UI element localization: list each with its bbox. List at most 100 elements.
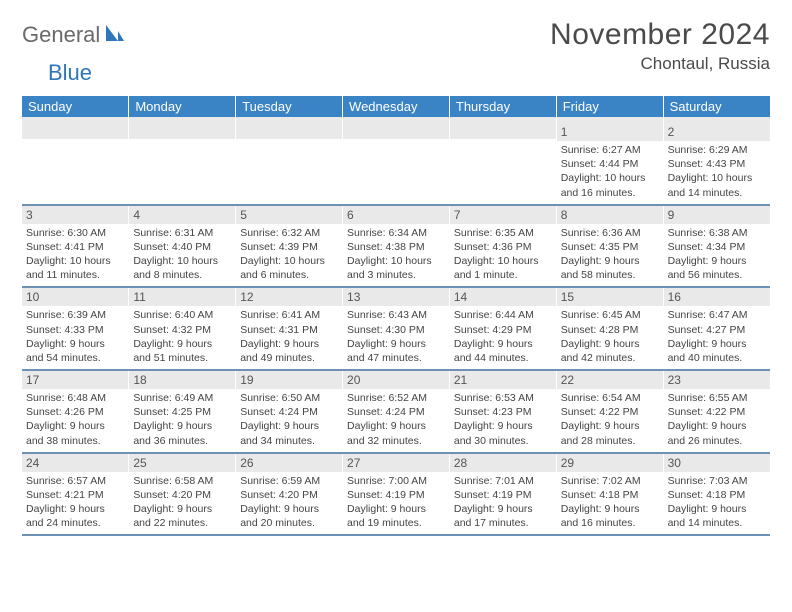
day-body: Sunrise: 6:45 AMSunset: 4:28 PMDaylight:… — [557, 306, 663, 369]
daylight-text: Daylight: 9 hours and 49 minutes. — [240, 337, 338, 365]
weekday-header: Wednesday — [343, 96, 450, 117]
day-number — [129, 123, 235, 139]
day-number: 27 — [343, 454, 449, 472]
daylight-text: Daylight: 9 hours and 16 minutes. — [561, 502, 659, 530]
sunrise-text: Sunrise: 6:29 AM — [668, 143, 766, 157]
sunrise-text: Sunrise: 6:53 AM — [454, 391, 552, 405]
daylight-text: Daylight: 9 hours and 24 minutes. — [26, 502, 124, 530]
day-body: Sunrise: 6:41 AMSunset: 4:31 PMDaylight:… — [236, 306, 342, 369]
day-body: Sunrise: 6:32 AMSunset: 4:39 PMDaylight:… — [236, 224, 342, 287]
calendar-cell: 9Sunrise: 6:38 AMSunset: 4:34 PMDaylight… — [663, 205, 770, 288]
day-number: 15 — [557, 288, 663, 306]
brand-logo: General — [22, 18, 128, 48]
day-number: 18 — [129, 371, 235, 389]
sunset-text: Sunset: 4:24 PM — [240, 405, 338, 419]
day-body — [450, 139, 556, 197]
day-number: 10 — [22, 288, 128, 306]
sunset-text: Sunset: 4:41 PM — [26, 240, 124, 254]
day-number — [343, 123, 449, 139]
daylight-text: Daylight: 9 hours and 22 minutes. — [133, 502, 231, 530]
sunset-text: Sunset: 4:33 PM — [26, 323, 124, 337]
weekday-header: Friday — [556, 96, 663, 117]
daylight-text: Daylight: 10 hours and 6 minutes. — [240, 254, 338, 282]
sunset-text: Sunset: 4:43 PM — [668, 157, 766, 171]
location: Chontaul, Russia — [550, 54, 770, 74]
weekday-header: Monday — [129, 96, 236, 117]
sunrise-text: Sunrise: 6:58 AM — [133, 474, 231, 488]
calendar-week-row: 10Sunrise: 6:39 AMSunset: 4:33 PMDayligh… — [22, 287, 770, 370]
sunrise-text: Sunrise: 6:32 AM — [240, 226, 338, 240]
day-body — [129, 139, 235, 197]
day-number: 29 — [557, 454, 663, 472]
sunset-text: Sunset: 4:23 PM — [454, 405, 552, 419]
day-body: Sunrise: 6:48 AMSunset: 4:26 PMDaylight:… — [22, 389, 128, 452]
sunset-text: Sunset: 4:18 PM — [561, 488, 659, 502]
calendar-cell: 11Sunrise: 6:40 AMSunset: 4:32 PMDayligh… — [129, 287, 236, 370]
sunset-text: Sunset: 4:40 PM — [133, 240, 231, 254]
sunrise-text: Sunrise: 6:27 AM — [561, 143, 659, 157]
sunrise-text: Sunrise: 6:38 AM — [668, 226, 766, 240]
sunset-text: Sunset: 4:26 PM — [26, 405, 124, 419]
daylight-text: Daylight: 9 hours and 34 minutes. — [240, 419, 338, 447]
weekday-header: Sunday — [22, 96, 129, 117]
day-body: Sunrise: 6:59 AMSunset: 4:20 PMDaylight:… — [236, 472, 342, 535]
weekday-header: Thursday — [449, 96, 556, 117]
sunset-text: Sunset: 4:35 PM — [561, 240, 659, 254]
day-body — [236, 139, 342, 197]
brand-word1: General — [22, 22, 100, 48]
calendar-cell: 17Sunrise: 6:48 AMSunset: 4:26 PMDayligh… — [22, 370, 129, 453]
day-body: Sunrise: 7:02 AMSunset: 4:18 PMDaylight:… — [557, 472, 663, 535]
sunrise-text: Sunrise: 6:41 AM — [240, 308, 338, 322]
day-number: 3 — [22, 206, 128, 224]
daylight-text: Daylight: 10 hours and 16 minutes. — [561, 171, 659, 199]
day-body: Sunrise: 7:03 AMSunset: 4:18 PMDaylight:… — [664, 472, 770, 535]
calendar-cell: 18Sunrise: 6:49 AMSunset: 4:25 PMDayligh… — [129, 370, 236, 453]
day-body: Sunrise: 6:40 AMSunset: 4:32 PMDaylight:… — [129, 306, 235, 369]
daylight-text: Daylight: 10 hours and 1 minute. — [454, 254, 552, 282]
daylight-text: Daylight: 9 hours and 54 minutes. — [26, 337, 124, 365]
calendar-cell — [22, 123, 129, 205]
day-body: Sunrise: 6:35 AMSunset: 4:36 PMDaylight:… — [450, 224, 556, 287]
daylight-text: Daylight: 9 hours and 28 minutes. — [561, 419, 659, 447]
sunrise-text: Sunrise: 6:45 AM — [561, 308, 659, 322]
sunrise-text: Sunrise: 6:47 AM — [668, 308, 766, 322]
calendar-cell: 27Sunrise: 7:00 AMSunset: 4:19 PMDayligh… — [343, 453, 450, 536]
day-number: 20 — [343, 371, 449, 389]
day-number: 13 — [343, 288, 449, 306]
calendar-week-row: 17Sunrise: 6:48 AMSunset: 4:26 PMDayligh… — [22, 370, 770, 453]
day-number: 7 — [450, 206, 556, 224]
calendar-cell: 21Sunrise: 6:53 AMSunset: 4:23 PMDayligh… — [449, 370, 556, 453]
sunset-text: Sunset: 4:19 PM — [454, 488, 552, 502]
sunset-text: Sunset: 4:22 PM — [561, 405, 659, 419]
daylight-text: Daylight: 10 hours and 14 minutes. — [668, 171, 766, 199]
sunset-text: Sunset: 4:19 PM — [347, 488, 445, 502]
sunrise-text: Sunrise: 6:57 AM — [26, 474, 124, 488]
day-body: Sunrise: 6:57 AMSunset: 4:21 PMDaylight:… — [22, 472, 128, 535]
sunrise-text: Sunrise: 6:34 AM — [347, 226, 445, 240]
sunset-text: Sunset: 4:36 PM — [454, 240, 552, 254]
day-body: Sunrise: 6:43 AMSunset: 4:30 PMDaylight:… — [343, 306, 449, 369]
daylight-text: Daylight: 9 hours and 17 minutes. — [454, 502, 552, 530]
calendar-cell: 20Sunrise: 6:52 AMSunset: 4:24 PMDayligh… — [343, 370, 450, 453]
sunset-text: Sunset: 4:29 PM — [454, 323, 552, 337]
weekday-header: Saturday — [663, 96, 770, 117]
sunset-text: Sunset: 4:27 PM — [668, 323, 766, 337]
sunset-text: Sunset: 4:34 PM — [668, 240, 766, 254]
day-body: Sunrise: 6:29 AMSunset: 4:43 PMDaylight:… — [664, 141, 770, 204]
calendar-cell: 22Sunrise: 6:54 AMSunset: 4:22 PMDayligh… — [556, 370, 663, 453]
calendar-cell: 2Sunrise: 6:29 AMSunset: 4:43 PMDaylight… — [663, 123, 770, 205]
day-number: 2 — [664, 123, 770, 141]
calendar-cell: 7Sunrise: 6:35 AMSunset: 4:36 PMDaylight… — [449, 205, 556, 288]
daylight-text: Daylight: 10 hours and 8 minutes. — [133, 254, 231, 282]
sunset-text: Sunset: 4:20 PM — [240, 488, 338, 502]
day-body: Sunrise: 6:27 AMSunset: 4:44 PMDaylight:… — [557, 141, 663, 204]
month-title: November 2024 — [550, 18, 770, 52]
sunset-text: Sunset: 4:32 PM — [133, 323, 231, 337]
calendar-cell: 15Sunrise: 6:45 AMSunset: 4:28 PMDayligh… — [556, 287, 663, 370]
day-number: 23 — [664, 371, 770, 389]
daylight-text: Daylight: 9 hours and 32 minutes. — [347, 419, 445, 447]
day-number: 4 — [129, 206, 235, 224]
daylight-text: Daylight: 9 hours and 56 minutes. — [668, 254, 766, 282]
calendar-week-row: 3Sunrise: 6:30 AMSunset: 4:41 PMDaylight… — [22, 205, 770, 288]
day-number: 1 — [557, 123, 663, 141]
